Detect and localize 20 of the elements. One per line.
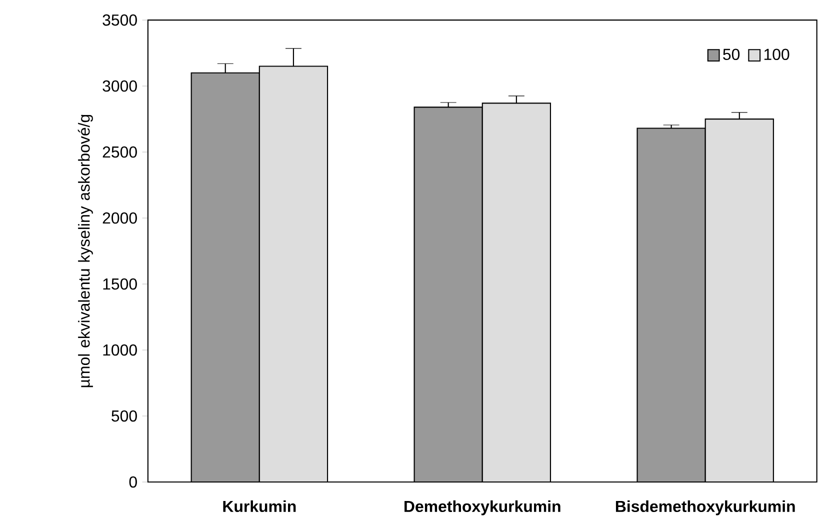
bar bbox=[190, 72, 260, 482]
y-tick-label: 2000 bbox=[102, 212, 137, 224]
bar bbox=[414, 106, 483, 482]
y-tick-label: 2500 bbox=[102, 146, 137, 158]
y-axis-title: µmol ekvivalentu kyseliny askorbové/g bbox=[78, 115, 93, 388]
x-tick-label: Kurkumin bbox=[223, 500, 296, 512]
bar bbox=[258, 66, 328, 482]
legend-label: 100 bbox=[764, 48, 790, 60]
bar bbox=[704, 118, 774, 482]
y-tick-label: 1000 bbox=[103, 344, 137, 356]
y-tick-label: 500 bbox=[112, 410, 137, 422]
legend-label: 50 bbox=[723, 48, 740, 60]
y-tick-label: 3500 bbox=[102, 14, 137, 26]
x-tick-label: Demethoxykurkumin bbox=[404, 500, 560, 516]
y-tick-label: 3000 bbox=[102, 80, 137, 92]
bar bbox=[636, 128, 706, 482]
bar bbox=[482, 102, 552, 482]
y-tick-label: 0 bbox=[129, 476, 137, 488]
x-tick-label: Bisdemethoxykurkumin bbox=[616, 500, 795, 516]
y-tick-label: 1500 bbox=[103, 278, 137, 290]
